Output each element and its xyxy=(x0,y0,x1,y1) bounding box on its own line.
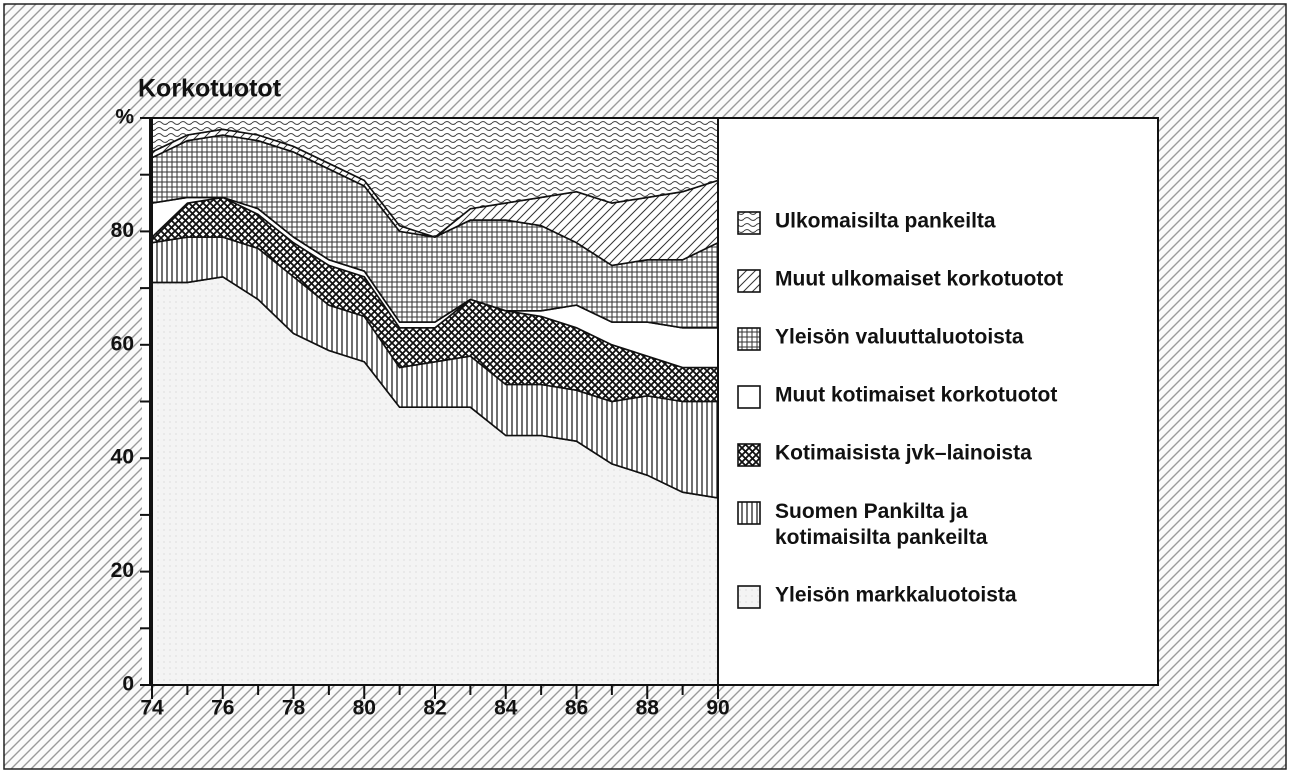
y-tick-label: 40 xyxy=(111,446,134,469)
legend-swatch xyxy=(737,211,761,235)
legend-label: Muut ulkomaiset korkotuotot xyxy=(775,268,1063,291)
legend-swatch xyxy=(737,501,761,525)
x-tick-label: 76 xyxy=(211,697,234,720)
legend-label: Kotimaisista jvk–lainoista xyxy=(775,442,1032,465)
y-tick-label: 60 xyxy=(111,332,134,355)
legend-swatch xyxy=(737,443,761,467)
x-tick-label: 90 xyxy=(706,697,729,720)
x-tick-label: 82 xyxy=(423,697,446,720)
legend-label: Yleisön valuuttaluotoista xyxy=(775,326,1024,349)
chart-title: Korkotuotot xyxy=(138,75,282,103)
y-tick-label: 0 xyxy=(122,673,134,696)
legend-label: Ulkomaisilta pankeilta xyxy=(775,210,996,233)
x-tick-label: 86 xyxy=(565,697,588,720)
y-tick-label: 20 xyxy=(111,559,134,582)
legend-label: Yleisön markkaluotoista xyxy=(775,584,1017,607)
legend-label: Suomen Pankilta ja kotimaisilta pankeilta xyxy=(775,500,988,549)
x-tick-label: 74 xyxy=(140,697,164,720)
legend-swatch xyxy=(737,385,761,409)
legend-swatch xyxy=(737,269,761,293)
y-tick-label: 80 xyxy=(111,219,134,242)
x-tick-label: 78 xyxy=(282,697,306,720)
x-tick-label: 84 xyxy=(494,697,518,720)
x-tick-label: 88 xyxy=(636,697,660,720)
legend-swatch xyxy=(737,585,761,609)
x-tick-label: 80 xyxy=(353,697,376,720)
y-tick-label: % xyxy=(115,106,134,129)
legend-label: Muut kotimaiset korkotuotot xyxy=(775,384,1057,407)
legend-swatch xyxy=(737,327,761,351)
